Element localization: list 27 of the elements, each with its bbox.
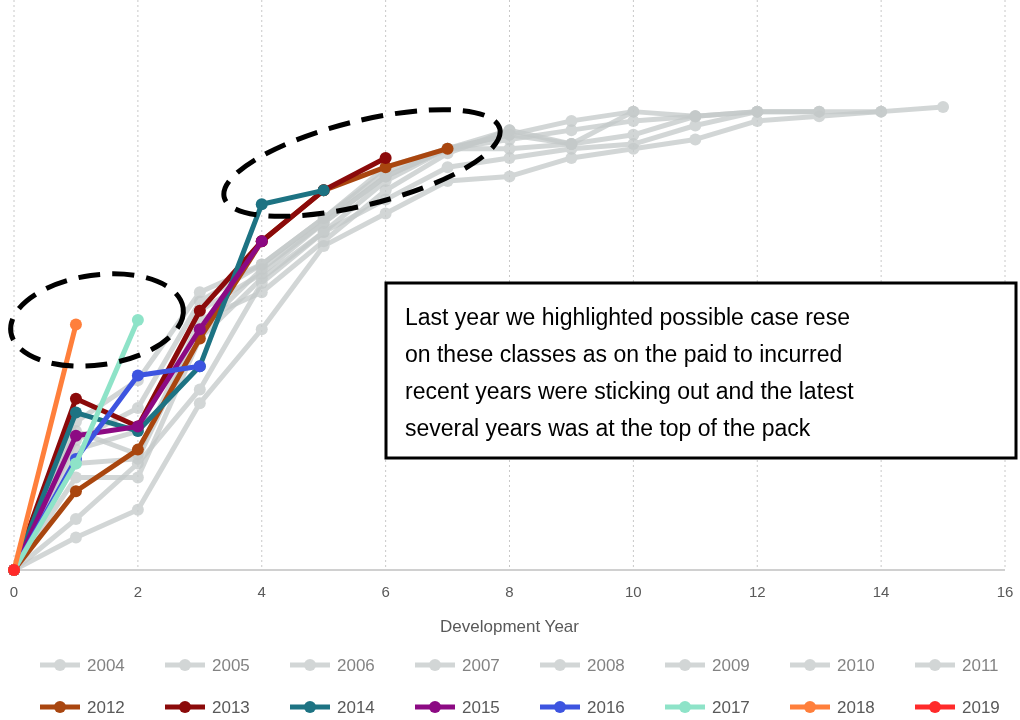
legend-label: 2009: [712, 656, 750, 675]
legend-label: 2014: [337, 698, 375, 717]
legend-label: 2017: [712, 698, 750, 717]
x-tick-label: 0: [9, 583, 19, 600]
x-tick-label: 10: [625, 583, 642, 600]
x-axis-title: Development Year: [440, 617, 580, 636]
legend-label: 2016: [587, 698, 625, 717]
legend-label: 2013: [212, 698, 250, 717]
annotation: Last year we highlighted possible case rese on these classes as on the paid to incurred recent years were sticking out and the latest several years was at the top of the pack: [405, 304, 855, 441]
legend-label: 2019: [962, 698, 1000, 717]
legend-label: 2008: [587, 656, 625, 675]
legend-label: 2007: [462, 656, 500, 675]
x-tick-label: 8: [505, 583, 514, 600]
legend-label: 2011: [962, 656, 999, 675]
legend-label: 2010: [837, 656, 875, 675]
x-tick-label: 12: [748, 583, 766, 600]
legend-label: 2006: [337, 656, 375, 675]
x-tick-label: 6: [381, 583, 390, 600]
x-tick-label: 14: [872, 583, 890, 600]
legend-label: 2004: [87, 656, 125, 675]
legend-label: 2005: [212, 656, 250, 675]
x-tick-label: 16: [996, 583, 1014, 600]
x-tick-label: 4: [257, 583, 266, 600]
x-tick-label: 2: [133, 583, 143, 600]
legend-label: 2015: [462, 698, 500, 717]
legend-label: 2018: [837, 698, 875, 717]
legend-label: 2012: [87, 698, 125, 717]
